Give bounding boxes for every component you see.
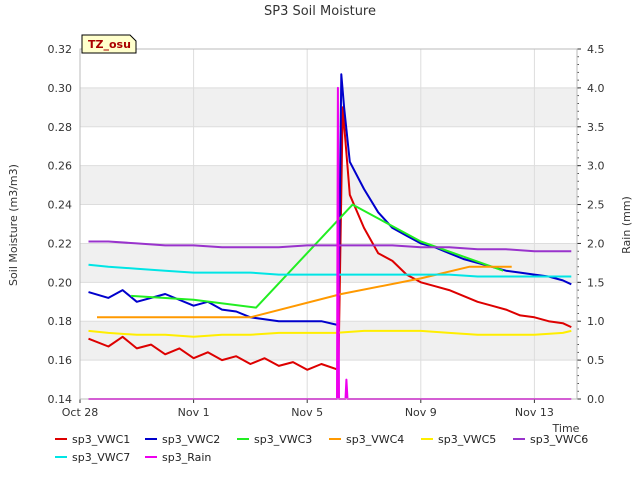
y-left-tick-label: 0.26 (48, 160, 73, 173)
y-right-tick-label: 0.0 (587, 393, 605, 406)
legend-item: sp3_VWC5 (421, 433, 496, 446)
axes: 0.14 0.16 0.18 0.20 0.22 0.24 0.26 0.28 0.30 0.32… (48, 43, 605, 419)
legend-item: sp3_VWC4 (329, 433, 404, 446)
legend-label: sp3_Rain (162, 451, 211, 464)
y-left-tick-label: 0.22 (48, 237, 73, 250)
legend-item: sp3_VWC2 (145, 433, 220, 446)
y-left-tick-label: 0.14 (48, 393, 73, 406)
plot-band (80, 87, 577, 127)
legend-label: sp3_VWC1 (72, 433, 130, 446)
chart-title: SP3 Soil Moisture (264, 4, 376, 19)
y-left-tick-label: 0.16 (48, 354, 73, 367)
series-line-sp3-vwc6 (88, 240, 572, 253)
y-right-tick-label: 1.0 (587, 315, 605, 328)
plot-frame (79, 48, 578, 400)
x-tick-label: Nov 5 (291, 406, 323, 419)
legend-label: sp3_VWC2 (162, 433, 220, 446)
legend-item: sp3_VWC1 (55, 433, 130, 446)
y-right-tick-label: 2.5 (587, 199, 605, 212)
x-tick-label: Nov 13 (515, 406, 554, 419)
plot-band (80, 126, 577, 166)
x-tick-label: Nov 9 (405, 406, 437, 419)
legend-item: sp3_Rain (145, 451, 211, 464)
y-right-tick-label: 1.5 (587, 276, 605, 289)
plot-band (80, 49, 577, 88)
legend-label: sp3_VWC6 (530, 433, 588, 446)
x-tick-label: Oct 28 (62, 406, 99, 419)
series-line-sp3-vwc4 (97, 265, 512, 319)
legend: sp3_VWC1 sp3_VWC2 sp3_VWC3 sp3_VWC4 sp3_VWC5… (55, 433, 588, 464)
y-left-tick-label: 0.28 (48, 121, 73, 134)
legend-label: sp3_VWC4 (346, 433, 404, 446)
y-right-tick-label: 4.5 (587, 43, 605, 56)
series-line-sp3-vwc1 (88, 106, 572, 371)
y-axis-right-label: Rain (mm) (620, 196, 633, 254)
x-tick-label: Nov 1 (178, 406, 210, 419)
y-right-tick-label: 2.0 (587, 237, 605, 250)
legend-item: sp3_VWC7 (55, 451, 130, 464)
y-right-tick-label: 3.0 (587, 160, 605, 173)
plot-band (80, 321, 577, 361)
y-left-tick-label: 0.18 (48, 315, 73, 328)
y-left-tick-label: 0.20 (48, 276, 73, 289)
series-line-sp3-vwc5 (88, 329, 572, 338)
y-axis-left-label: Soil Moisture (m3/m3) (7, 164, 20, 286)
y-left-tick-label: 0.32 (48, 43, 73, 56)
y-right-tick-label: 4.0 (587, 82, 605, 95)
x-axis-label: Time (552, 422, 580, 435)
legend-label: sp3_VWC5 (438, 433, 496, 446)
legend-item: sp3_VWC3 (237, 433, 312, 446)
y-right-tick-label: 3.5 (587, 121, 605, 134)
y-left-tick-label: 0.24 (48, 199, 73, 212)
y-left-tick-label: 0.30 (48, 82, 73, 95)
series-line-sp3-vwc7 (88, 263, 572, 278)
badge-box (81, 34, 137, 54)
y-right-tick-label: 0.5 (587, 354, 605, 367)
plot-band (80, 165, 577, 205)
legend-item: sp3_VWC6 (513, 433, 588, 446)
station-badge: TZ_osu (81, 34, 137, 54)
plot-band (80, 204, 577, 244)
legend-label: sp3_VWC3 (254, 433, 312, 446)
legend-label: sp3_VWC7 (72, 451, 130, 464)
badge-label: TZ_osu (88, 38, 131, 51)
plot-band (80, 282, 577, 322)
